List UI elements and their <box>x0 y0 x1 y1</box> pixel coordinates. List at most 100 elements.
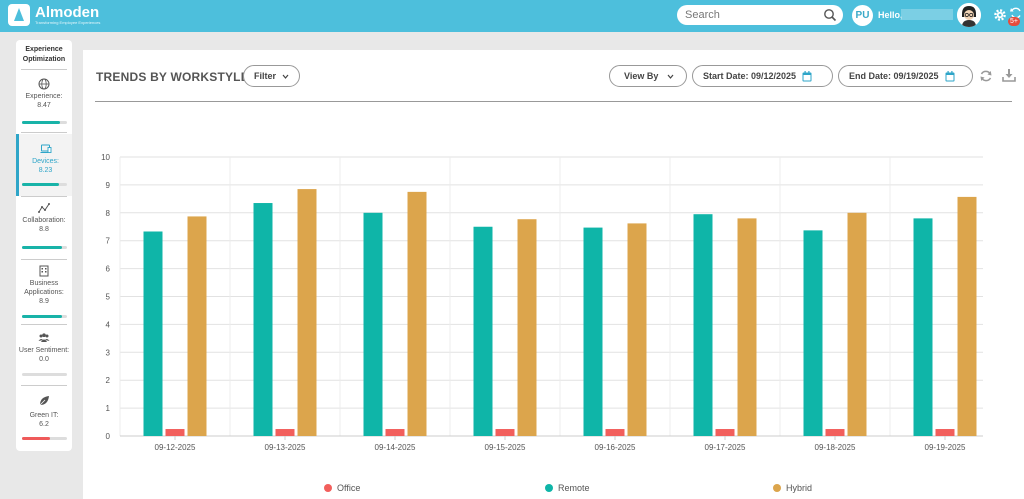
logo-mark-icon <box>8 4 30 26</box>
panel-divider <box>95 101 1012 102</box>
y-tick-label: 0 <box>106 432 111 441</box>
bar-office <box>165 429 185 436</box>
x-tick-label: 09-18-2025 <box>815 443 856 452</box>
refresh-icon[interactable] <box>979 69 993 83</box>
legend-label: Remote <box>558 483 590 493</box>
bar-hybrid <box>627 223 647 436</box>
trends-panel: TRENDS BY WORKSTYLE Filter View By Start… <box>83 50 1024 499</box>
sidebar-item-label: User Sentiment: <box>18 347 70 354</box>
legend-label: Office <box>337 483 361 493</box>
end-date-picker[interactable]: End Date: 09/19/2025 <box>838 65 973 87</box>
x-tick-label: 09-17-2025 <box>705 443 746 452</box>
leaf-icon <box>38 396 49 407</box>
bar-remote <box>473 226 493 436</box>
bar-hybrid <box>187 216 207 436</box>
sidebar-item-collaboration[interactable]: Collaboration: 8.8 <box>16 202 72 258</box>
laptop-icon <box>40 144 51 153</box>
sidebar: Experience Optimization Experience: 8.47… <box>16 40 72 451</box>
score-bar <box>22 315 67 318</box>
end-date-label: End Date: 09/19/2025 <box>849 71 939 81</box>
logo-tagline: Transforming Employee Experiences <box>35 19 101 25</box>
sidebar-item-devices[interactable]: Devices: 8.23 <box>16 134 72 196</box>
y-tick-label: 2 <box>106 376 111 385</box>
sidebar-item-green-it[interactable]: Green IT: 6.2 <box>16 395 72 445</box>
top-bar: Almoden Transforming Employee Experience… <box>0 0 1024 32</box>
score-bar-fill <box>22 437 50 440</box>
legend-hybrid-swatch <box>773 484 781 492</box>
sidebar-item-label: Experience: <box>25 93 63 100</box>
chevron-down-icon <box>667 74 674 79</box>
collaboration-icon <box>38 203 50 213</box>
user-initials-badge[interactable]: PU <box>852 5 873 26</box>
view-by-dropdown[interactable]: View By <box>609 65 687 87</box>
filter-button-label: Filter <box>254 71 277 81</box>
x-tick-label: 09-16-2025 <box>595 443 636 452</box>
view-by-label: View By <box>624 71 659 81</box>
start-date-picker[interactable]: Start Date: 09/12/2025 <box>692 65 833 87</box>
gear-icon[interactable] <box>993 8 1007 22</box>
sidebar-item-value: 0.0 <box>39 356 49 363</box>
logo-name: Almoden <box>35 3 100 21</box>
score-bar-fill <box>22 315 63 318</box>
search-icon[interactable] <box>823 8 837 22</box>
score-bar-fill <box>22 183 59 186</box>
y-tick-label: 3 <box>106 348 111 357</box>
legend-hybrid[interactable]: Hybrid <box>773 483 812 493</box>
sidebar-title: Experience Optimization <box>22 46 66 63</box>
bar-office <box>825 429 845 436</box>
bar-office <box>385 429 405 436</box>
bar-remote <box>583 227 603 436</box>
sidebar-item-value: 6.2 <box>39 421 49 428</box>
x-tick-label: 09-14-2025 <box>375 443 416 452</box>
x-tick-label: 09-19-2025 <box>925 443 966 452</box>
y-tick-label: 4 <box>106 320 111 329</box>
calendar-icon <box>802 70 812 81</box>
sidebar-item-experience[interactable]: Experience: 8.47 <box>16 78 72 132</box>
score-bar <box>22 246 67 249</box>
sidebar-item-value: 8.8 <box>39 226 49 233</box>
y-tick-label: 9 <box>106 181 111 190</box>
search-input[interactable] <box>685 9 815 21</box>
x-tick-label: 09-15-2025 <box>485 443 526 452</box>
sidebar-item-user-sentiment[interactable]: User Sentiment: 0.0 <box>16 332 72 380</box>
download-icon[interactable] <box>1002 68 1016 82</box>
greeting-text: Hello, <box>878 10 903 20</box>
sidebar-divider <box>21 385 67 386</box>
sidebar-item-label: Collaboration: <box>22 217 66 224</box>
bar-remote <box>143 231 163 436</box>
legend-label: Hybrid <box>786 483 813 493</box>
score-bar-fill <box>22 246 62 249</box>
y-tick-label: 7 <box>106 237 111 246</box>
avatar[interactable] <box>957 3 981 27</box>
bar-office <box>715 429 735 436</box>
legend-office[interactable]: Office <box>324 483 360 493</box>
x-tick-label: 09-13-2025 <box>265 443 306 452</box>
bar-hybrid <box>517 219 537 436</box>
bar-remote <box>693 214 713 436</box>
app-logo[interactable]: Almoden Transforming Employee Experience… <box>8 4 100 26</box>
bar-office <box>275 429 295 436</box>
sidebar-item-label: Devices: <box>32 158 59 165</box>
bar-office <box>495 429 515 436</box>
bar-remote <box>363 212 383 436</box>
legend-office-swatch <box>324 484 332 492</box>
bar-hybrid <box>847 212 867 436</box>
redacted-username <box>901 9 953 20</box>
search-box <box>677 5 843 25</box>
legend-remote-swatch <box>545 484 553 492</box>
avatar-icon <box>957 3 981 27</box>
sidebar-divider <box>21 196 67 197</box>
x-tick-label: 09-12-2025 <box>155 443 196 452</box>
y-tick-label: 8 <box>106 209 111 218</box>
sidebar-item-business-applications[interactable]: Business Applications: 8.9 <box>16 265 72 323</box>
legend-remote[interactable]: Remote <box>545 483 590 493</box>
bar-hybrid <box>957 196 977 436</box>
users-icon <box>38 333 50 342</box>
score-bar <box>22 121 67 124</box>
filter-button[interactable]: Filter <box>243 65 301 87</box>
start-date-label: Start Date: 09/12/2025 <box>703 71 797 81</box>
bar-remote <box>803 230 823 436</box>
sidebar-item-value: 8.47 <box>37 102 51 109</box>
y-tick-label: 5 <box>106 293 111 302</box>
building-icon <box>39 265 49 277</box>
